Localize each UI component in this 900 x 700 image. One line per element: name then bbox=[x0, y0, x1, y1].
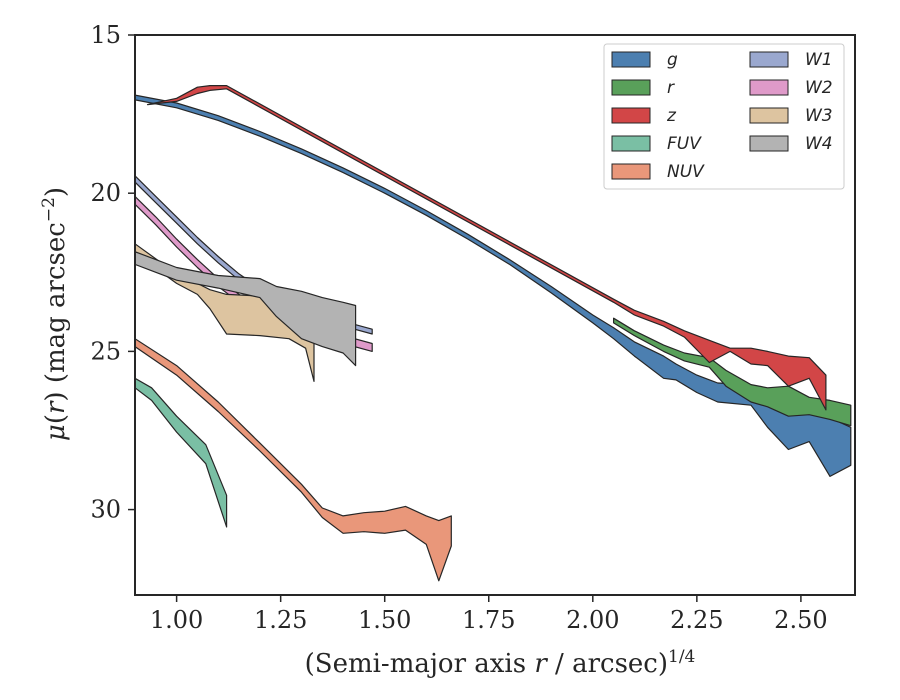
legend-label-w4: W4 bbox=[805, 134, 833, 154]
x-tick-label: 2.50 bbox=[774, 606, 827, 634]
band-nuv bbox=[135, 338, 452, 582]
legend-swatch-g bbox=[611, 51, 651, 68]
legend-swatch-r bbox=[611, 79, 651, 96]
band-w2 bbox=[135, 195, 373, 352]
x-tick-label: 2.00 bbox=[566, 606, 619, 634]
legend-swatch-w1 bbox=[749, 51, 789, 68]
legend-label-r: r bbox=[667, 78, 675, 98]
legend: grz FUV NUV W1 W2 W3 W4 bbox=[603, 43, 845, 190]
band-g bbox=[135, 94, 852, 477]
axis-layer: 1.00 1.25 1.50 1.75 2.00 2.25 2.50 15 20 25 30 bbox=[90, 21, 856, 634]
band-fuv bbox=[135, 377, 228, 528]
x-tick-label: 1.75 bbox=[462, 606, 515, 634]
y-tick-label: 25 bbox=[90, 337, 121, 365]
plot-frame bbox=[134, 34, 856, 596]
legend-label-nuv: NUV bbox=[667, 162, 705, 182]
series-layer bbox=[135, 84, 852, 582]
band-w1 bbox=[135, 175, 373, 335]
legend-swatch-w3 bbox=[749, 107, 789, 124]
y-tick-label: 20 bbox=[90, 179, 121, 207]
y-tick-label: 15 bbox=[90, 21, 121, 49]
x-axis-title: (Semi-major axis r / arcsec)1/4 bbox=[305, 647, 696, 679]
band-w4 bbox=[135, 251, 357, 367]
legend-label-w1: W1 bbox=[805, 50, 833, 70]
y-tick-label: 30 bbox=[90, 496, 121, 524]
x-tick-label: 1.00 bbox=[150, 606, 203, 634]
legend-swatch-fuv bbox=[611, 135, 651, 152]
legend-swatch-z bbox=[611, 107, 651, 124]
legend-swatch-w4 bbox=[749, 135, 789, 152]
legend-label-fuv: FUV bbox=[667, 134, 702, 154]
band-z bbox=[146, 84, 827, 411]
legend-swatch-nuv bbox=[611, 163, 651, 180]
legend-label-w3: W3 bbox=[805, 106, 833, 126]
legend-label-z: z bbox=[666, 106, 677, 126]
x-tick-label: 1.25 bbox=[254, 606, 307, 634]
legend-label-w2: W2 bbox=[805, 78, 833, 98]
x-tick-label: 1.50 bbox=[358, 606, 411, 634]
legend-swatch-w2 bbox=[749, 79, 789, 96]
x-tick-label: 2.25 bbox=[670, 606, 723, 634]
legend-label-g: g bbox=[667, 50, 678, 70]
y-axis-title: μ(r) (mag arcsec−2) bbox=[39, 187, 71, 441]
